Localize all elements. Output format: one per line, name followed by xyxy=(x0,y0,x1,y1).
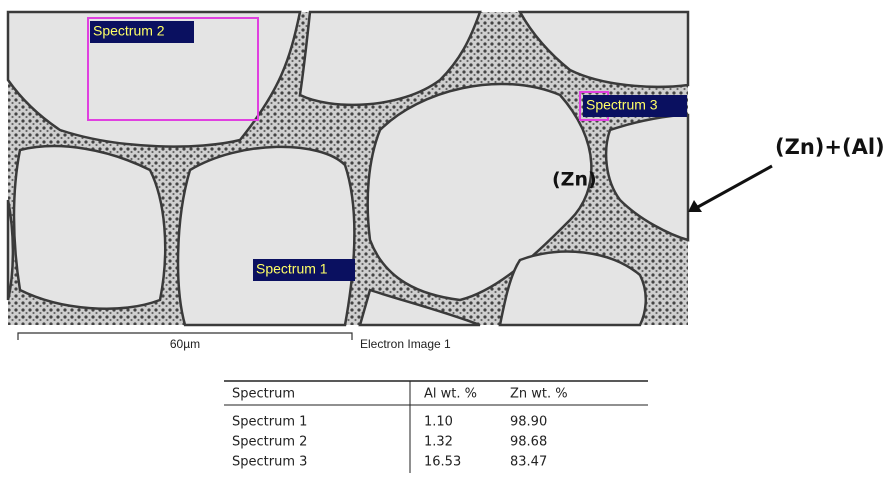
table-cell: Spectrum 1 xyxy=(232,415,307,430)
table-header: Al wt. % xyxy=(424,387,477,402)
table-cell: 98.68 xyxy=(510,435,547,450)
arrow xyxy=(696,166,772,208)
table-cell: 1.32 xyxy=(424,435,453,450)
figure: Spectrum 2 Spectrum 3 Spectrum 1 60µm El… xyxy=(0,0,887,477)
table-cell: 1.10 xyxy=(424,415,453,430)
image-caption: Electron Image 1 xyxy=(360,337,451,351)
table-header: Spectrum xyxy=(232,387,295,402)
phase-label: (Zn) xyxy=(552,169,597,191)
table-cell: 16.53 xyxy=(424,455,461,470)
table-cell: 83.47 xyxy=(510,455,547,470)
table: Spectrum Al wt. % Zn wt. % Spectrum 1 1.… xyxy=(224,381,648,473)
spectrum-label: Spectrum 3 xyxy=(586,97,658,113)
table-header: Zn wt. % xyxy=(510,387,568,402)
spectrum-label: Spectrum 2 xyxy=(93,23,165,39)
table-cell: Spectrum 3 xyxy=(232,455,307,470)
scale-bar-label: 60µm xyxy=(170,337,200,351)
table-cell: 98.90 xyxy=(510,415,547,430)
spectrum-label: Spectrum 1 xyxy=(256,261,328,277)
phase-label: (Zn)+(Al) xyxy=(775,135,885,159)
table-cell: Spectrum 2 xyxy=(232,435,307,450)
